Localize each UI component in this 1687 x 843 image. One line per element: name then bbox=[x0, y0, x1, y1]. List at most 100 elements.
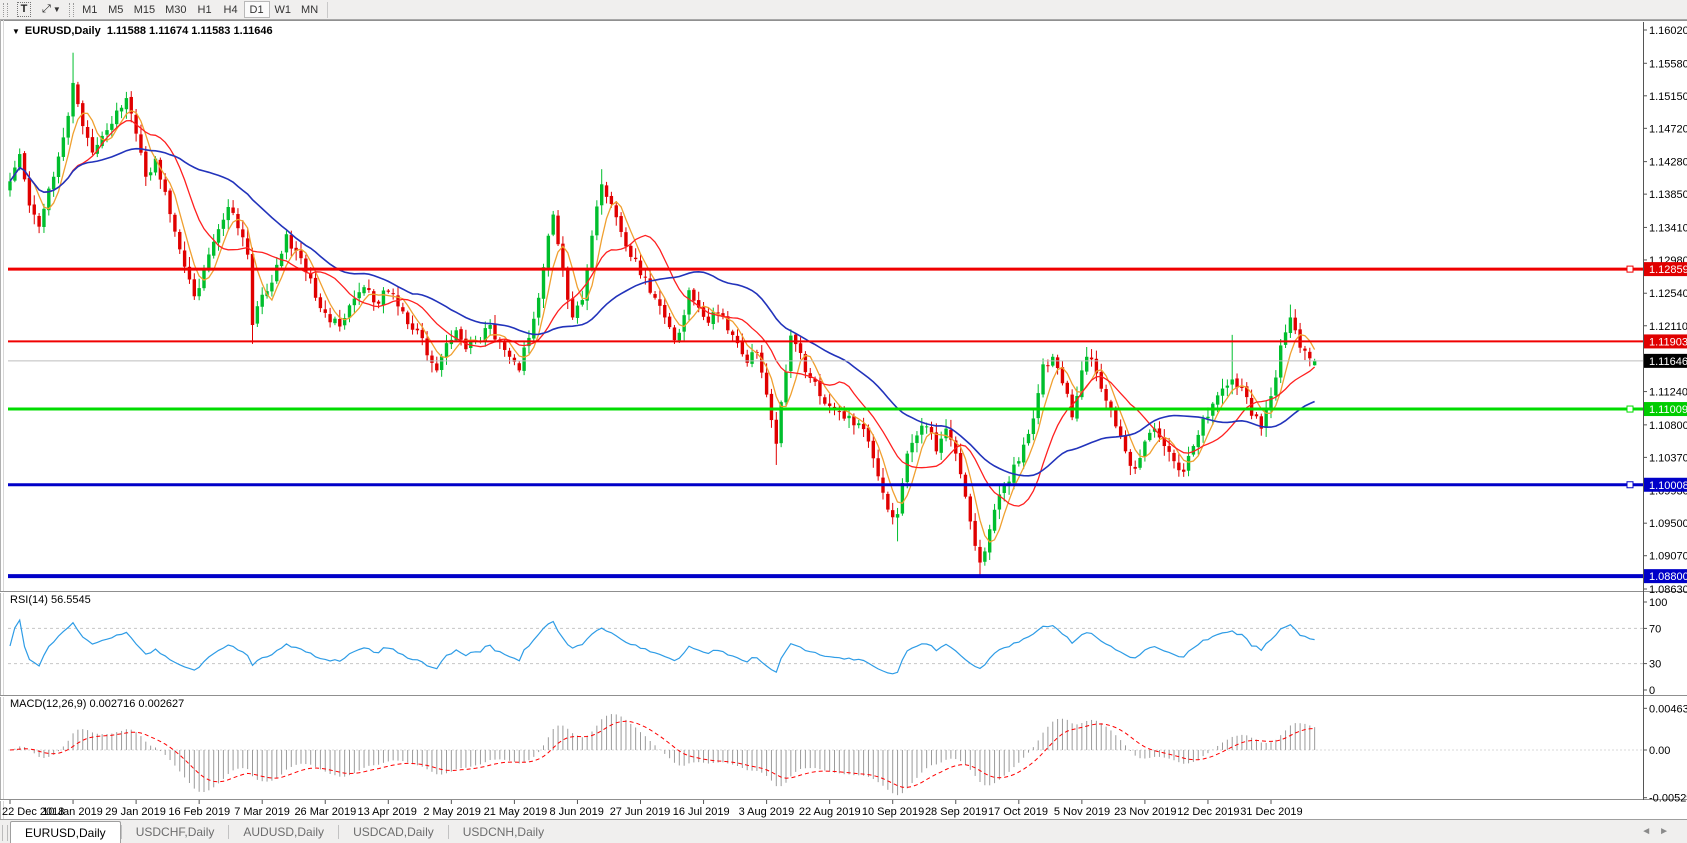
timeframe-button-m15[interactable]: M15 bbox=[129, 1, 160, 18]
date-tick-label: 27 Jun 2019 bbox=[610, 806, 671, 818]
rsi-tick-label: 30 bbox=[1649, 659, 1661, 671]
resistance-upper-handle[interactable] bbox=[1626, 265, 1634, 273]
timeframe-button-h4[interactable]: H4 bbox=[218, 1, 244, 18]
resistance-lower-badge: 1.11903 bbox=[1644, 334, 1687, 349]
price-tick-label: 1.11240 bbox=[1649, 387, 1687, 399]
timeframe-button-mn[interactable]: MN bbox=[296, 1, 323, 18]
date-tick-label: 21 May 2019 bbox=[484, 806, 548, 818]
price-tick-label: 1.15150 bbox=[1649, 91, 1687, 103]
chart-title: ▼ EURUSD,Daily 1.11588 1.11674 1.11583 1.… bbox=[12, 25, 273, 37]
date-tick-label: 13 Apr 2019 bbox=[358, 806, 417, 818]
tabbar-grip bbox=[2, 825, 8, 841]
date-tick-label: 16 Feb 2019 bbox=[168, 806, 230, 818]
tab-separator bbox=[120, 825, 122, 839]
support-blue-1-handle[interactable] bbox=[1626, 481, 1634, 489]
price-tick-label: 1.12540 bbox=[1649, 288, 1687, 300]
chart-title-quote: 1.11588 1.11674 1.11583 1.11646 bbox=[106, 25, 273, 37]
date-tick-label: 2 May 2019 bbox=[423, 806, 480, 818]
toolbar-grip[interactable] bbox=[3, 2, 8, 17]
price-tick-label: 1.08630 bbox=[1649, 584, 1687, 596]
date-tick-label: 3 Aug 2019 bbox=[739, 806, 795, 818]
tab-scroll-right-icon[interactable]: ► bbox=[1659, 826, 1677, 837]
timeframe-button-m30[interactable]: M30 bbox=[160, 1, 191, 18]
tab-audusd[interactable]: AUDUSD,Daily bbox=[243, 825, 325, 839]
tab-scroll-arrows: ◄► bbox=[1641, 826, 1677, 837]
chart-canvas[interactable]: 1.16020 1.15580 1.15150 1.14720 1.14280 1.138… bbox=[0, 20, 1687, 819]
tab-separator bbox=[228, 825, 230, 839]
macd-histogram bbox=[14, 714, 1316, 796]
date-tick-label: 28 Sep 2019 bbox=[925, 806, 987, 818]
tab-separator bbox=[447, 825, 449, 839]
tab-usdchf[interactable]: USDCHF,Daily bbox=[135, 825, 215, 839]
macd-axis: 0.00463 0.00 -0.005299 bbox=[1643, 703, 1687, 805]
timeframe-button-w1[interactable]: W1 bbox=[270, 1, 297, 18]
text-label-tool-button[interactable]: T bbox=[12, 1, 36, 19]
rsi-label: RSI(14) 56.5545 bbox=[10, 594, 91, 606]
candles-layer bbox=[8, 52, 1317, 577]
svg-text:1.08800: 1.08800 bbox=[1649, 571, 1687, 583]
svg-text:1.10008: 1.10008 bbox=[1649, 480, 1687, 492]
date-tick-label: 10 Sep 2019 bbox=[862, 806, 924, 818]
price-tick-label: 1.14720 bbox=[1649, 123, 1687, 135]
tab-scroll-left-icon[interactable]: ◄ bbox=[1641, 826, 1660, 837]
rsi-tick-label: 0 bbox=[1649, 685, 1655, 697]
top-toolbar: T ⤢ ▼ M1 M5 M15 M30 H1 H4 D1 W1 MN bbox=[0, 0, 1687, 20]
resistance-upper-badge: 1.12859 bbox=[1644, 262, 1687, 277]
support-green-badge: 1.11009 bbox=[1644, 402, 1687, 417]
price-tick-label: 1.10370 bbox=[1649, 452, 1687, 464]
tab-usdcad[interactable]: USDCAD,Daily bbox=[353, 825, 434, 839]
date-tick-label: 17 Oct 2019 bbox=[988, 806, 1048, 818]
date-tick-label: 12 Dec 2019 bbox=[1177, 806, 1239, 818]
svg-text:1.11646: 1.11646 bbox=[1649, 356, 1687, 368]
macd-panel bbox=[8, 714, 1643, 796]
arrange-charts-button[interactable]: ⤢ ▼ bbox=[38, 1, 65, 19]
svg-text:1.12859: 1.12859 bbox=[1649, 264, 1687, 276]
tab-eurusd[interactable]: EURUSD,Daily bbox=[10, 821, 121, 843]
svg-text:1.11009: 1.11009 bbox=[1649, 404, 1687, 416]
timeframe-button-m5[interactable]: M5 bbox=[103, 1, 129, 18]
price-tick-label: 1.15580 bbox=[1649, 58, 1687, 70]
timeframe-button-h1[interactable]: H1 bbox=[192, 1, 218, 18]
toolbar-grip[interactable] bbox=[68, 2, 74, 17]
rsi-axis: 100 70 30 0 bbox=[1643, 597, 1667, 697]
text-tool-icon: T bbox=[16, 2, 32, 17]
macd-signal-line bbox=[9, 720, 1315, 788]
price-tick-label: 1.16020 bbox=[1649, 25, 1687, 37]
timeframe-button-group: M1 M5 M15 M30 H1 H4 D1 W1 MN bbox=[77, 1, 323, 18]
price-tick-label: 1.14280 bbox=[1649, 157, 1687, 169]
arrange-arrows-icon: ⤢ bbox=[42, 3, 51, 15]
support-green-handle[interactable] bbox=[1626, 405, 1634, 413]
timeframe-button-d1[interactable]: D1 bbox=[243, 1, 270, 18]
price-tick-label: 1.09500 bbox=[1649, 518, 1687, 530]
macd-label: MACD(12,26,9) 0.002716 0.002627 bbox=[10, 698, 185, 710]
ma-mid-line bbox=[9, 119, 1316, 507]
price-tick-label: 1.10800 bbox=[1649, 420, 1687, 432]
rsi-panel bbox=[8, 618, 1643, 675]
date-tick-label: 29 Jan 2019 bbox=[105, 806, 166, 818]
timeframe-button-m1[interactable]: M1 bbox=[77, 1, 103, 18]
price-tick-label: 1.13850 bbox=[1649, 189, 1687, 201]
macd-tick-label: 0.00463 bbox=[1649, 703, 1687, 715]
tab-usdcnh[interactable]: USDCNH,Daily bbox=[462, 825, 545, 839]
macd-tick-label: 0.00 bbox=[1649, 745, 1670, 757]
price-tick-label: 1.13410 bbox=[1649, 222, 1687, 234]
price-tick-label: 1.09070 bbox=[1649, 551, 1687, 563]
date-tick-label: 26 Mar 2019 bbox=[294, 806, 356, 818]
support-blue-1-badge: 1.10008 bbox=[1644, 477, 1687, 492]
price-tick-label: 1.12980 bbox=[1649, 255, 1687, 267]
date-tick-label: 5 Nov 2019 bbox=[1054, 806, 1110, 818]
chevron-down-icon: ▼ bbox=[52, 5, 61, 14]
rsi-tick-label: 70 bbox=[1649, 623, 1661, 635]
rsi-line bbox=[9, 618, 1315, 675]
ma-slow-line bbox=[9, 147, 1315, 477]
chart-menu-marker-icon: ▼ bbox=[12, 27, 20, 36]
chart-background bbox=[0, 20, 1687, 819]
chart-tabs: EURUSD,Daily USDCHF,Daily AUDUSD,Daily USDC… bbox=[10, 821, 558, 843]
price-tick-label: 1.12110 bbox=[1649, 321, 1687, 333]
date-tick-label: 10 Jan 2019 bbox=[42, 806, 103, 818]
tab-separator bbox=[338, 825, 340, 839]
svg-text:1.11903: 1.11903 bbox=[1649, 336, 1687, 348]
current-price-line-badge: 1.11646 bbox=[1644, 353, 1687, 368]
